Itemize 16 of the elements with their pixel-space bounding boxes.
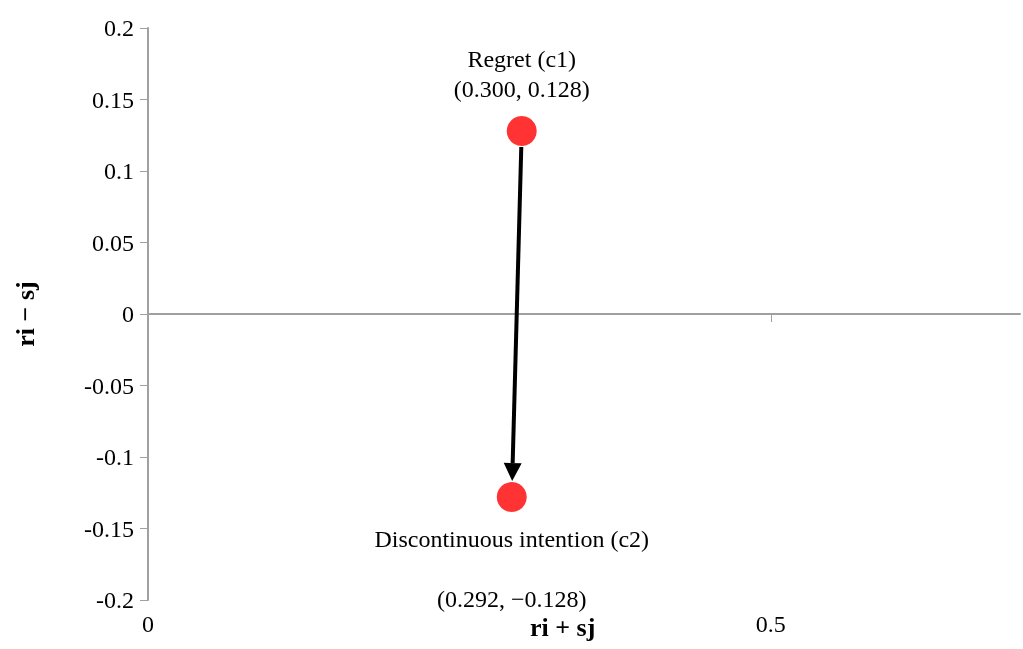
- data-label: (0.292, −0.128): [436, 586, 587, 613]
- y-tick-label: 0.05: [92, 229, 134, 256]
- y-tick-label: 0: [122, 301, 134, 327]
- y-tick-label: 0.15: [92, 86, 134, 113]
- y-tick-label: 0.2: [104, 15, 134, 41]
- y-tick-label: -0.1: [96, 444, 134, 470]
- y-tick-label: -0.15: [84, 515, 134, 542]
- annotation: Regret (c1): [467, 45, 577, 72]
- y-tick-label: -0.2: [96, 587, 134, 613]
- data-label: (0.300, 0.128): [453, 75, 590, 102]
- y-tick-label: -0.05: [84, 372, 134, 399]
- annotation: Discontinuous intention (c2): [374, 526, 650, 553]
- y-axis-title: ri − sj: [10, 281, 40, 347]
- x-tick-label: 0.5: [755, 611, 786, 637]
- x-axis-title: ri + sj: [530, 612, 596, 642]
- y-tick-label: 0.1: [104, 158, 134, 184]
